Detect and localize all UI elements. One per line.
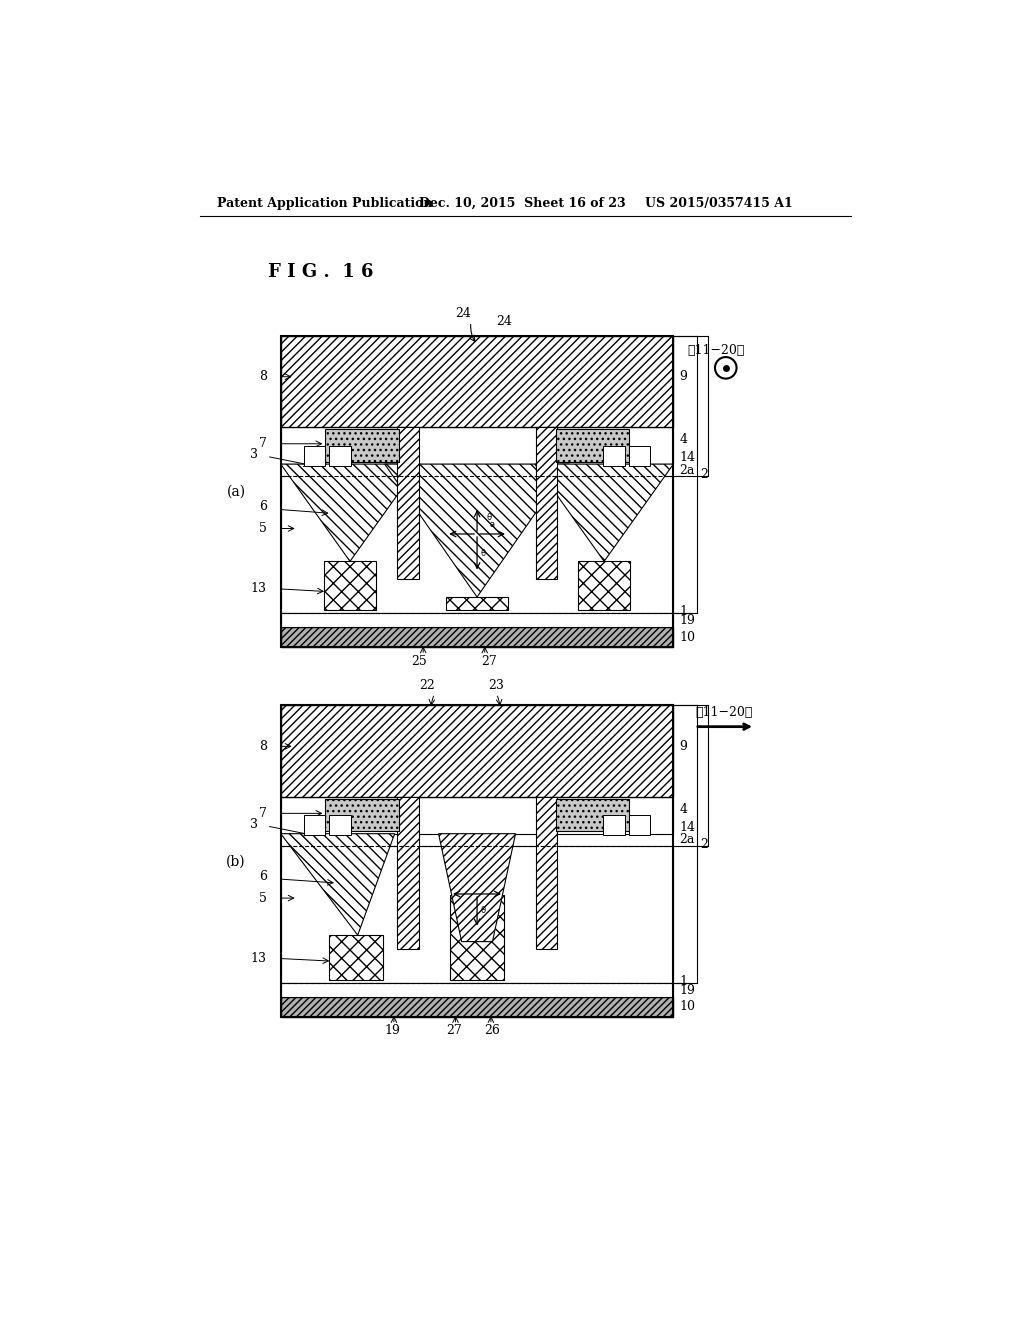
Bar xyxy=(304,446,326,466)
Text: 10: 10 xyxy=(680,1001,695,1014)
Text: 14: 14 xyxy=(680,451,695,465)
Text: 】11−20〉: 】11−20〉 xyxy=(695,706,753,719)
Text: 2a: 2a xyxy=(680,833,695,846)
Text: 3: 3 xyxy=(250,818,258,832)
Bar xyxy=(536,797,557,949)
Text: 6: 6 xyxy=(259,870,267,883)
Bar xyxy=(281,477,674,614)
Bar xyxy=(446,597,508,610)
Text: 19: 19 xyxy=(384,1024,400,1038)
Text: F I G .  1 6: F I G . 1 6 xyxy=(267,264,373,281)
Text: 9: 9 xyxy=(680,370,687,383)
Polygon shape xyxy=(535,465,674,561)
Polygon shape xyxy=(281,834,394,935)
Bar xyxy=(629,816,650,836)
Bar xyxy=(281,705,674,1016)
Text: 4: 4 xyxy=(680,803,687,816)
Bar xyxy=(397,797,419,949)
Text: 19: 19 xyxy=(680,983,695,997)
Text: 7: 7 xyxy=(259,807,267,820)
Bar xyxy=(281,627,674,647)
Text: 2: 2 xyxy=(700,469,709,482)
Bar xyxy=(281,428,674,465)
Text: 6: 6 xyxy=(259,500,267,513)
Text: 4: 4 xyxy=(680,433,687,446)
Bar xyxy=(451,895,504,979)
Polygon shape xyxy=(281,465,419,561)
Text: 27: 27 xyxy=(446,1024,462,1038)
Text: 5: 5 xyxy=(259,521,267,535)
Polygon shape xyxy=(385,465,569,597)
Text: 13: 13 xyxy=(251,582,267,595)
Bar xyxy=(578,561,631,610)
Text: θ: θ xyxy=(481,907,486,916)
Bar xyxy=(281,997,674,1016)
Bar xyxy=(281,614,674,627)
Text: 9: 9 xyxy=(680,739,687,752)
Text: 14: 14 xyxy=(680,821,695,834)
Bar xyxy=(324,561,376,610)
Bar xyxy=(397,428,419,579)
Text: 24: 24 xyxy=(456,308,471,321)
Text: θ: θ xyxy=(481,549,486,558)
Bar xyxy=(536,428,557,579)
Bar xyxy=(326,429,398,462)
Bar xyxy=(330,935,383,979)
Text: 10: 10 xyxy=(680,631,695,644)
Text: 】11−20〉: 】11−20〉 xyxy=(687,345,744,358)
Bar xyxy=(281,846,674,983)
Bar xyxy=(330,446,351,466)
Bar xyxy=(556,799,629,832)
Bar xyxy=(603,446,625,466)
Text: 5: 5 xyxy=(259,891,267,904)
Text: 13: 13 xyxy=(251,952,267,965)
Text: a: a xyxy=(489,520,495,529)
Bar xyxy=(281,983,674,997)
Text: 8: 8 xyxy=(259,370,267,383)
Bar xyxy=(326,799,398,832)
Text: 27: 27 xyxy=(480,655,497,668)
Text: 1: 1 xyxy=(680,975,687,989)
Text: US 2015/0357415 A1: US 2015/0357415 A1 xyxy=(645,197,793,210)
Bar xyxy=(330,816,351,836)
Text: θ: θ xyxy=(486,513,492,523)
Text: 24: 24 xyxy=(497,315,512,329)
Text: 26: 26 xyxy=(484,1024,501,1038)
Text: (a): (a) xyxy=(226,484,246,499)
Text: 19: 19 xyxy=(680,614,695,627)
Text: 25: 25 xyxy=(412,655,427,668)
Text: 1: 1 xyxy=(680,606,687,619)
Text: 23: 23 xyxy=(488,680,505,693)
Text: 8: 8 xyxy=(259,739,267,752)
Polygon shape xyxy=(438,834,515,941)
Bar xyxy=(281,335,674,647)
Text: Dec. 10, 2015  Sheet 16 of 23: Dec. 10, 2015 Sheet 16 of 23 xyxy=(419,197,626,210)
Text: 7: 7 xyxy=(259,437,267,450)
Text: 3: 3 xyxy=(250,449,258,462)
Text: 2a: 2a xyxy=(680,463,695,477)
Bar xyxy=(556,429,629,462)
Bar xyxy=(603,816,625,836)
Bar xyxy=(304,816,326,836)
Text: 22: 22 xyxy=(419,680,435,693)
Bar xyxy=(629,446,650,466)
Text: Patent Application Publication: Patent Application Publication xyxy=(217,197,432,210)
Text: (b): (b) xyxy=(226,854,246,869)
Bar xyxy=(281,705,674,797)
Bar xyxy=(281,797,674,834)
Bar xyxy=(281,335,674,428)
Text: 2: 2 xyxy=(700,838,709,851)
